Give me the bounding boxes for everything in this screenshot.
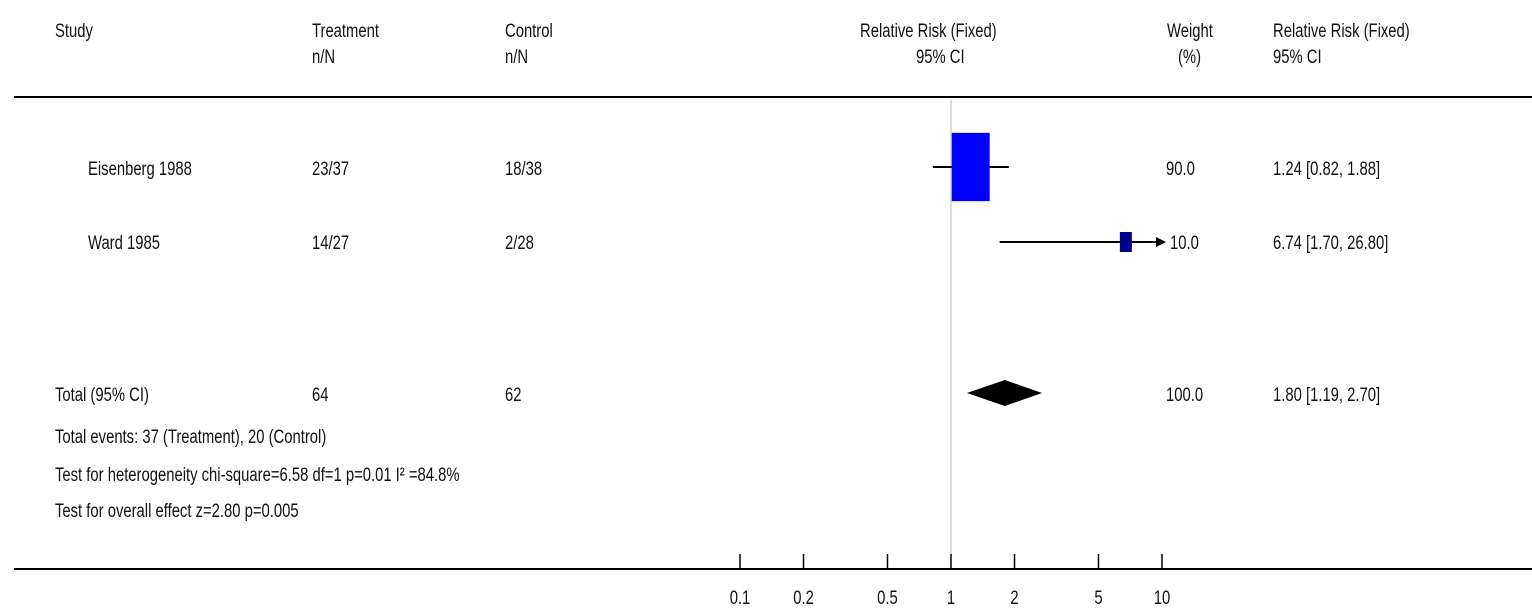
x-tick-label: 0.1 [730, 587, 751, 608]
study-weight: 90.0 [1166, 159, 1195, 180]
footnote-events: Total events: 37 (Treatment), 20 (Contro… [55, 427, 327, 448]
study-treatment: 14/27 [312, 233, 350, 254]
footnote-overall: Test for overall effect z=2.80 p=0.005 [55, 501, 299, 522]
header-rr-plot: Relative Risk (Fixed) [860, 21, 997, 42]
study-name: Ward 1985 [88, 233, 160, 254]
header-study: Study [55, 21, 93, 42]
study-name: Eisenberg 1988 [88, 159, 192, 180]
axis-divider [14, 568, 1532, 570]
study-control: 2/28 [505, 233, 534, 254]
header-rr-plot-sub: 95% CI [916, 47, 965, 68]
x-tick-label: 2 [1010, 587, 1018, 608]
total-ci-text: 1.80 [1.19, 2.70] [1273, 385, 1381, 406]
study-control: 18/38 [505, 159, 543, 180]
x-tick-label: 10 [1154, 587, 1170, 608]
header-control-sub: n/N [505, 47, 529, 68]
header-weight: Weight [1167, 21, 1213, 42]
total-weight: 100.0 [1166, 385, 1204, 406]
total-treatment: 64 [312, 385, 329, 406]
header-divider [14, 96, 1532, 98]
header-weight-sub: (%) [1178, 47, 1202, 68]
header-rr-text: Relative Risk (Fixed) [1273, 21, 1410, 42]
study-box [1119, 232, 1132, 252]
total-label: Total (95% CI) [55, 385, 149, 406]
header-treatment: Treatment [312, 21, 379, 42]
x-tick-label: 0.2 [793, 587, 814, 608]
study-ci-text: 6.74 [1.70, 26.80] [1273, 233, 1389, 254]
x-tick-label: 1 [947, 587, 955, 608]
x-tick-label: 5 [1094, 587, 1102, 608]
pooled-diamond [966, 380, 1043, 406]
study-box [951, 132, 990, 202]
footnote-heterogeneity: Test for heterogeneity chi-square=6.58 d… [55, 465, 460, 486]
x-tick-label: 0.5 [877, 587, 898, 608]
header-control: Control [505, 21, 553, 42]
header-rr-text-sub: 95% CI [1273, 47, 1322, 68]
study-weight: 10.0 [1170, 233, 1199, 254]
study-treatment: 23/37 [312, 159, 350, 180]
total-control: 62 [505, 385, 522, 406]
study-ci-text: 1.24 [0.82, 1.88] [1273, 159, 1381, 180]
ci-arrow [1156, 237, 1166, 247]
header-treatment-sub: n/N [312, 47, 336, 68]
